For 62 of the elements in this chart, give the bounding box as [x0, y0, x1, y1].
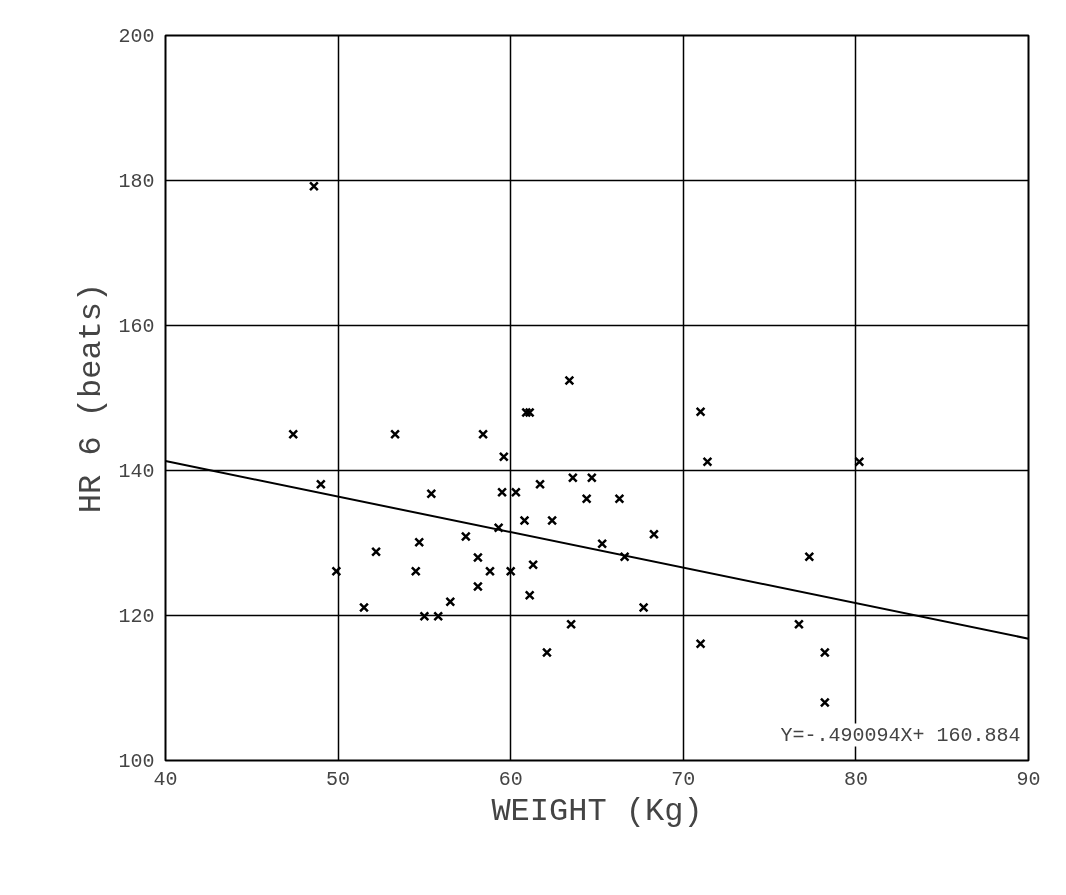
point — [565, 619, 577, 630]
y-tick-label: 200 — [118, 25, 155, 48]
point — [546, 515, 558, 526]
point — [505, 566, 516, 577]
point — [804, 551, 815, 562]
y-tick-label: 160 — [118, 315, 155, 338]
y-axis-title: HR 6 (beats) — [73, 282, 111, 514]
point — [331, 566, 342, 577]
point — [410, 566, 421, 577]
point — [638, 602, 649, 613]
point — [389, 429, 401, 440]
y-tick-label: 120 — [118, 605, 155, 628]
y-tick-label: 100 — [118, 750, 155, 773]
point — [498, 451, 509, 462]
point — [358, 602, 370, 613]
point — [484, 566, 496, 577]
x-tick-label: 90 — [1016, 767, 1041, 791]
point — [528, 559, 539, 570]
point — [426, 488, 437, 499]
x-tick-label: 60 — [498, 767, 523, 791]
point — [419, 611, 430, 622]
point — [541, 647, 553, 658]
point — [414, 537, 425, 548]
point — [315, 479, 326, 490]
point — [460, 531, 471, 542]
point — [586, 472, 597, 483]
point — [519, 515, 530, 526]
y-tick-label: 140 — [118, 460, 155, 483]
point — [445, 596, 456, 607]
x-axis-title: WEIGHT (Kg) — [491, 792, 703, 830]
point — [695, 638, 706, 649]
x-tick-label: 40 — [153, 767, 178, 791]
point — [819, 647, 830, 658]
x-tick-label: 50 — [326, 767, 351, 791]
point — [564, 375, 575, 386]
point — [493, 522, 504, 533]
point — [472, 552, 484, 563]
point — [472, 581, 484, 592]
point — [619, 551, 630, 562]
point — [496, 487, 508, 498]
point — [648, 529, 660, 540]
point — [695, 406, 706, 417]
point — [288, 429, 299, 440]
point — [581, 493, 592, 504]
point — [614, 493, 625, 504]
point — [854, 456, 865, 467]
x-tick-label: 70 — [671, 767, 696, 791]
point — [702, 456, 713, 467]
point — [370, 546, 382, 557]
point — [524, 590, 535, 601]
point — [477, 429, 489, 440]
point — [510, 487, 522, 498]
point — [308, 181, 320, 192]
x-tick-label: 80 — [843, 767, 868, 791]
point — [567, 472, 578, 483]
point — [433, 611, 444, 622]
point — [534, 479, 546, 490]
annotation: Y=-.490094X+ 160.884 — [780, 723, 1021, 747]
y-tick-label: 180 — [118, 170, 155, 193]
point — [793, 619, 805, 630]
point — [597, 538, 608, 549]
point — [819, 697, 830, 708]
